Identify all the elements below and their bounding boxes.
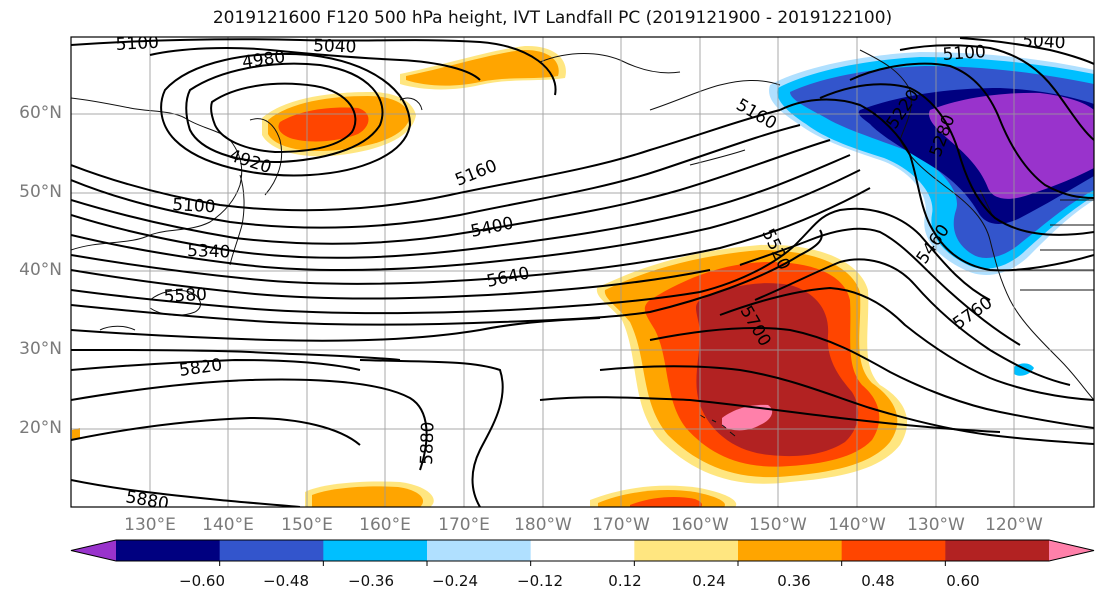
colorbar-swatch [738,540,843,561]
contour-label: 5880 [417,421,438,465]
map-title: 2019121600 F120 500 hPa height, IVT Land… [212,8,893,28]
colorbar-tick-label: 0.24 [692,572,726,590]
lat-label: 60°N [19,103,62,123]
colorbar-tick-label: −0.12 [517,572,563,590]
shade-bering-mid [406,49,559,86]
lon-label: 120°W [985,515,1043,535]
positive-ivt-shading [72,45,908,507]
lon-label: 160°E [359,515,411,535]
shade-south2-strong [630,497,703,507]
colorbar [70,539,1095,566]
colorbar-tick-label: 0.12 [608,572,642,590]
lon-label: 150°W [749,515,807,535]
colorbar-tick-label: −0.36 [348,572,394,590]
colorbar-tick-label: −0.24 [432,572,478,590]
shade-positive-peak [722,404,773,431]
colorbar-extend-high [1049,540,1094,561]
colorbar-swatch [323,540,428,561]
lon-label: 180°W [514,515,572,535]
shade-west-tiny [72,428,80,440]
colorbar-tick-label: −0.48 [263,572,309,590]
lat-label: 50°N [19,182,62,202]
lat-label: 40°N [19,260,62,280]
lat-label: 20°N [19,418,62,438]
lon-label: 160°W [671,515,729,535]
lon-label: 130°E [124,515,176,535]
colorbar-swatch [530,540,635,561]
contour-label: 5580 [163,285,207,307]
contour-label: 5040 [1022,31,1066,53]
contour-label: 5100 [172,195,216,217]
graticule [71,37,1094,507]
map-frame [70,36,1095,508]
contour-label: 5880 [124,487,170,514]
colorbar-tick-label: 0.36 [777,572,811,590]
colorbar-tick-label: 0.60 [946,572,980,590]
lon-label: 130°W [907,515,965,535]
contour-label: 5340 [187,241,231,262]
lon-label: 170°E [438,515,490,535]
lat-label: 30°N [19,339,62,359]
colorbar-tick-label: 0.48 [861,572,895,590]
colorbar-swatch [116,540,221,561]
contour-label: 5040 [313,36,357,57]
colorbar-swatch [634,540,739,561]
lon-label: 150°E [281,515,333,535]
shade-south-mid [312,486,424,507]
colorbar-outline [70,539,1095,562]
contour-label: 5100 [115,33,159,55]
colorbar-swatch [841,540,946,561]
colorbar-tick-label: −0.60 [179,572,225,590]
lon-label: 140°W [828,515,886,535]
height-contours [71,37,1094,507]
shade-kamchatka-strong [278,107,369,142]
colorbar-swatch [219,540,324,561]
colorbar-extend-low [71,540,116,561]
lon-label: 140°E [202,515,254,535]
colorbar-swatch [945,540,1050,561]
lon-label: 170°W [592,515,650,535]
colorbar-swatch [427,540,532,561]
contour-label: 5100 [942,42,987,65]
